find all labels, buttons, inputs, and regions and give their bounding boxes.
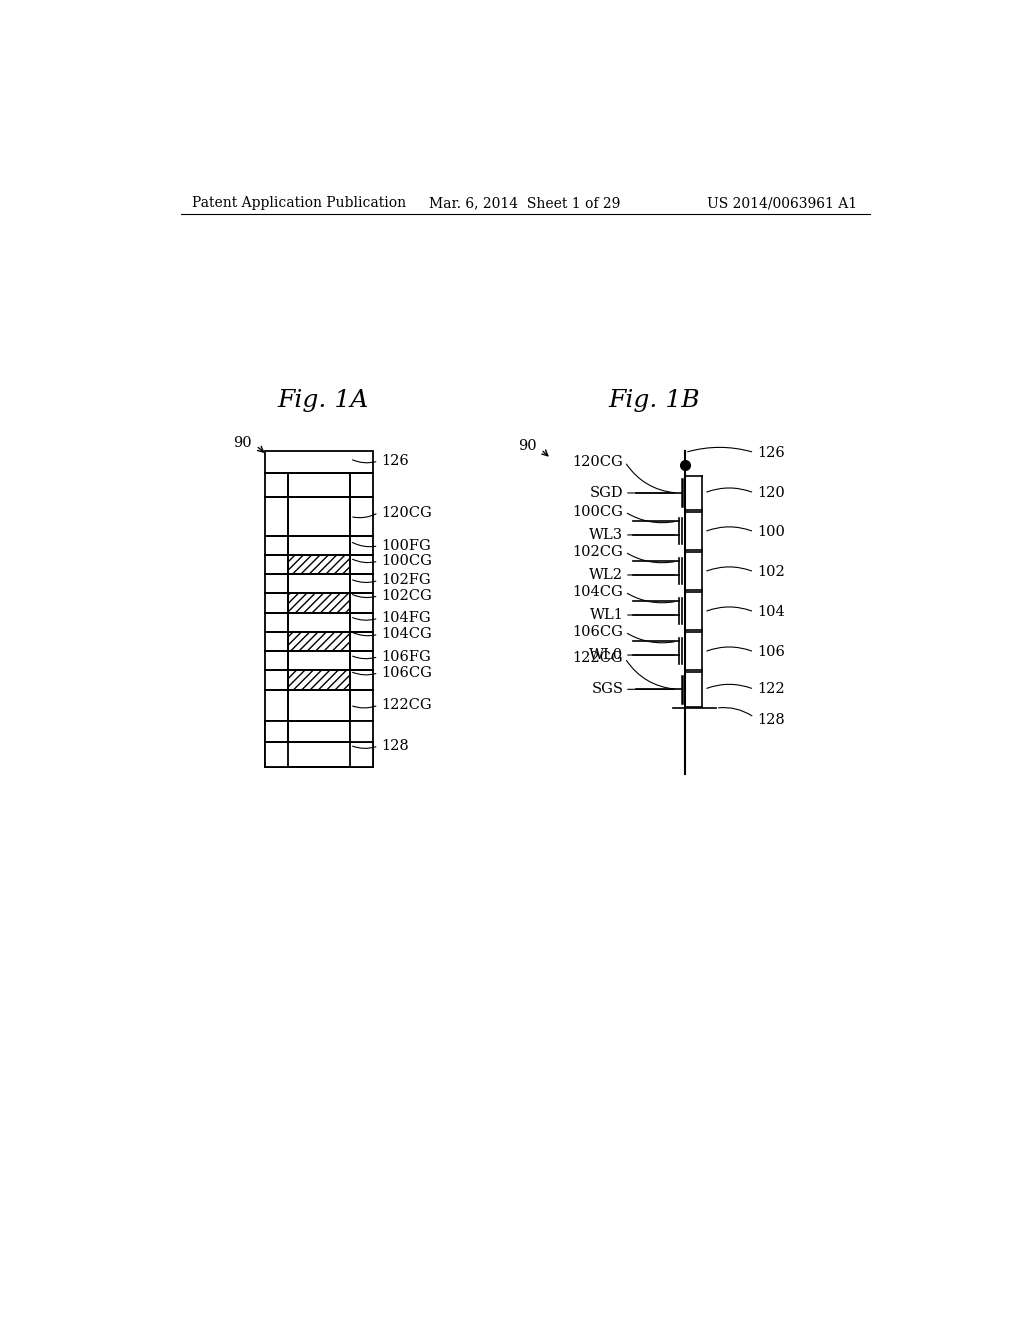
Text: 102: 102 <box>758 565 785 579</box>
Text: 102FG: 102FG <box>381 573 430 587</box>
Text: 104FG: 104FG <box>381 611 430 626</box>
Text: SGS: SGS <box>592 682 624 697</box>
Text: 128: 128 <box>381 739 409 752</box>
Bar <box>289 671 350 689</box>
Text: 104CG: 104CG <box>572 585 624 599</box>
Text: Patent Application Publication: Patent Application Publication <box>193 197 407 210</box>
Text: WL1: WL1 <box>590 609 624 622</box>
Bar <box>289 612 350 632</box>
Bar <box>350 594 373 612</box>
Bar <box>350 742 373 767</box>
Text: 102CG: 102CG <box>381 589 431 603</box>
Bar <box>350 721 373 742</box>
Text: 100: 100 <box>758 525 785 539</box>
Bar <box>265 742 373 767</box>
Text: 128: 128 <box>758 713 785 727</box>
Text: 120: 120 <box>758 486 785 500</box>
Text: SGD: SGD <box>590 486 624 500</box>
Text: US 2014/0063961 A1: US 2014/0063961 A1 <box>708 197 857 210</box>
Text: 126: 126 <box>758 446 785 459</box>
Bar <box>350 671 373 689</box>
Bar <box>289 594 350 612</box>
Text: 104: 104 <box>758 605 785 619</box>
Bar <box>289 554 350 574</box>
Text: Fig. 1A: Fig. 1A <box>278 389 369 412</box>
Text: 106FG: 106FG <box>381 649 430 664</box>
Text: WL3: WL3 <box>589 528 624 543</box>
Bar <box>350 554 373 574</box>
Bar <box>265 721 373 767</box>
Bar <box>350 574 373 594</box>
Bar <box>265 721 289 742</box>
Bar <box>350 651 373 671</box>
Bar <box>289 632 350 651</box>
Text: 126: 126 <box>381 454 409 469</box>
Bar <box>350 612 373 632</box>
Bar <box>289 721 350 767</box>
Bar <box>289 721 350 742</box>
Bar <box>265 742 289 767</box>
Text: 122CG: 122CG <box>572 651 624 665</box>
Text: 106CG: 106CG <box>572 624 624 639</box>
Bar <box>265 651 289 671</box>
Bar <box>265 721 289 742</box>
Text: 102CG: 102CG <box>572 545 624 558</box>
Bar <box>350 721 373 742</box>
Text: WL2: WL2 <box>590 568 624 582</box>
Bar <box>289 536 350 554</box>
Bar <box>265 574 289 594</box>
Bar <box>289 498 350 536</box>
Bar <box>350 473 373 498</box>
Text: 122CG: 122CG <box>381 698 431 711</box>
Bar <box>350 689 373 721</box>
Text: Fig. 1B: Fig. 1B <box>608 389 700 412</box>
Bar <box>265 742 373 767</box>
Text: 122: 122 <box>758 682 785 697</box>
Bar <box>265 498 289 536</box>
Text: 106CG: 106CG <box>381 665 432 680</box>
Bar <box>289 574 350 594</box>
Bar <box>289 721 350 742</box>
Bar <box>265 473 289 498</box>
Text: 90: 90 <box>233 437 252 450</box>
Text: 100CG: 100CG <box>381 554 432 568</box>
Text: 106: 106 <box>758 645 785 659</box>
Text: 104CG: 104CG <box>381 627 431 642</box>
Bar <box>350 498 373 536</box>
Bar <box>289 554 350 574</box>
Bar <box>265 536 289 554</box>
Bar <box>289 632 350 651</box>
Text: Mar. 6, 2014  Sheet 1 of 29: Mar. 6, 2014 Sheet 1 of 29 <box>429 197 621 210</box>
Text: WL0: WL0 <box>589 648 624 663</box>
Text: 90: 90 <box>518 440 538 453</box>
Text: 100FG: 100FG <box>381 539 430 553</box>
Bar <box>265 671 289 689</box>
Text: 120CG: 120CG <box>572 455 624 469</box>
Bar <box>265 632 289 651</box>
Bar <box>350 632 373 651</box>
Bar <box>289 689 350 721</box>
Bar <box>289 721 350 767</box>
Text: 100CG: 100CG <box>572 504 624 519</box>
Bar <box>289 671 350 689</box>
Bar <box>289 651 350 671</box>
Text: 120CG: 120CG <box>381 506 431 520</box>
Bar <box>265 594 289 612</box>
Bar <box>289 594 350 612</box>
Bar <box>265 689 289 721</box>
Bar <box>350 536 373 554</box>
Bar <box>289 473 350 498</box>
Bar <box>265 612 289 632</box>
Bar <box>265 554 289 574</box>
Bar <box>265 451 373 473</box>
